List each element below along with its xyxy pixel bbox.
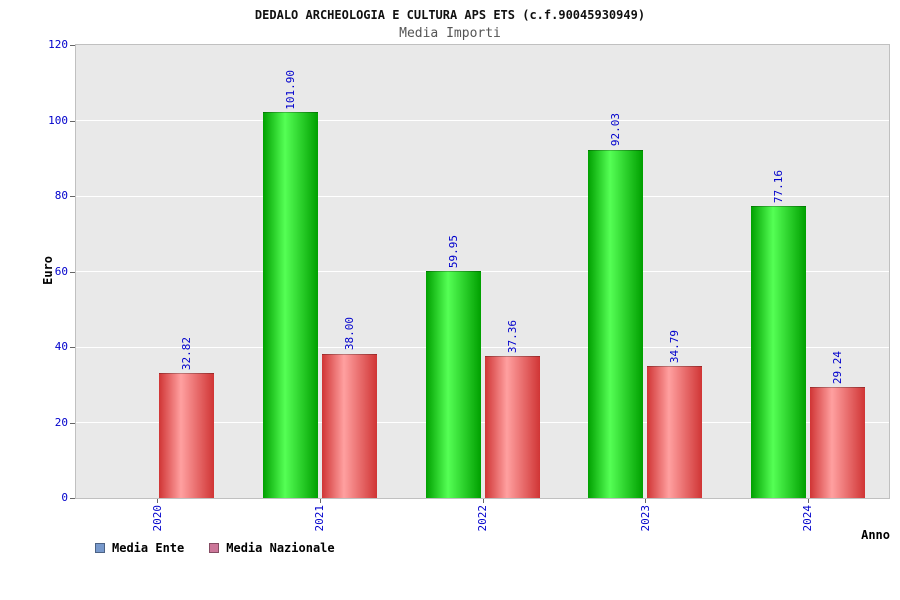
legend-label: Media Nazionale	[226, 541, 335, 555]
bar-value-label: 101.90	[283, 69, 297, 110]
bar-value-label: 32.82	[180, 336, 194, 371]
y-tick-label: 80	[54, 189, 68, 202]
y-tick-mark	[70, 120, 75, 122]
y-tick-label: 100	[48, 113, 68, 127]
x-tick-mark	[157, 499, 159, 503]
y-tick-label: 40	[54, 340, 68, 353]
x-tick-label: 2022	[476, 505, 489, 532]
y-tick-label: 0	[61, 491, 68, 504]
x-tick-mark	[319, 499, 321, 503]
bar-media-nazionale	[809, 386, 865, 498]
x-tick-mark	[807, 499, 809, 503]
bar-value-label: 92.03	[609, 113, 623, 147]
chart-subtitle: Media Importi	[399, 26, 501, 41]
legend-label: Media Ente	[112, 541, 185, 555]
x-tick-label: 2024	[801, 505, 815, 532]
y-tick-label: 60	[54, 264, 68, 278]
gridline	[76, 422, 889, 423]
y-tick-label: 120	[48, 38, 68, 51]
bar-value-label: 29.24	[830, 350, 844, 384]
bar-media-nazionale	[159, 373, 215, 498]
bar-media-ente	[588, 149, 644, 498]
legend-swatch	[95, 543, 105, 553]
bar-value-label: 37.36	[505, 319, 519, 353]
gridline	[76, 195, 889, 197]
bar-value-label: 59.95	[446, 234, 460, 268]
legend-item-media-nazionale: Media Nazionale	[209, 541, 335, 555]
gridline	[76, 271, 889, 272]
gridline	[76, 120, 889, 121]
y-tick-mark	[70, 45, 75, 46]
x-tick-mark	[645, 499, 647, 503]
y-tick-mark	[70, 347, 75, 348]
x-tick-label: 2020	[150, 505, 164, 532]
y-tick-mark	[70, 271, 75, 273]
y-tick-mark	[70, 422, 75, 424]
bar-media-ente	[425, 270, 481, 498]
bar-media-ente	[262, 112, 318, 498]
y-tick-label: 20	[54, 415, 68, 429]
plot-area: 32.82 101.90 38.00 59.95 37.36 92.03 34.79 77.1…	[75, 44, 890, 499]
bar-value-label: 34.79	[668, 329, 682, 363]
legend-swatch	[209, 543, 220, 553]
x-axis-label: Anno	[861, 528, 890, 542]
bar-media-nazionale	[321, 353, 377, 498]
chart-title: DEDALO ARCHEOLOGIA E CULTURA APS ETS (c.…	[254, 8, 646, 22]
legend: Media Ente Media Nazionale	[95, 541, 335, 555]
bar-value-label: 38.00	[342, 317, 356, 351]
bar-media-ente	[750, 205, 806, 498]
x-tick-label: 2021	[313, 505, 327, 532]
bar-media-nazionale	[484, 355, 540, 498]
x-tick-mark	[482, 499, 484, 503]
y-tick-mark	[70, 498, 75, 499]
bar-value-label: 77.16	[771, 169, 785, 203]
x-tick-label: 2023	[638, 505, 652, 532]
legend-item-media-ente: Media Ente	[95, 541, 184, 555]
gridline	[76, 346, 889, 348]
y-tick-mark	[70, 196, 75, 197]
bar-media-nazionale	[647, 365, 703, 498]
